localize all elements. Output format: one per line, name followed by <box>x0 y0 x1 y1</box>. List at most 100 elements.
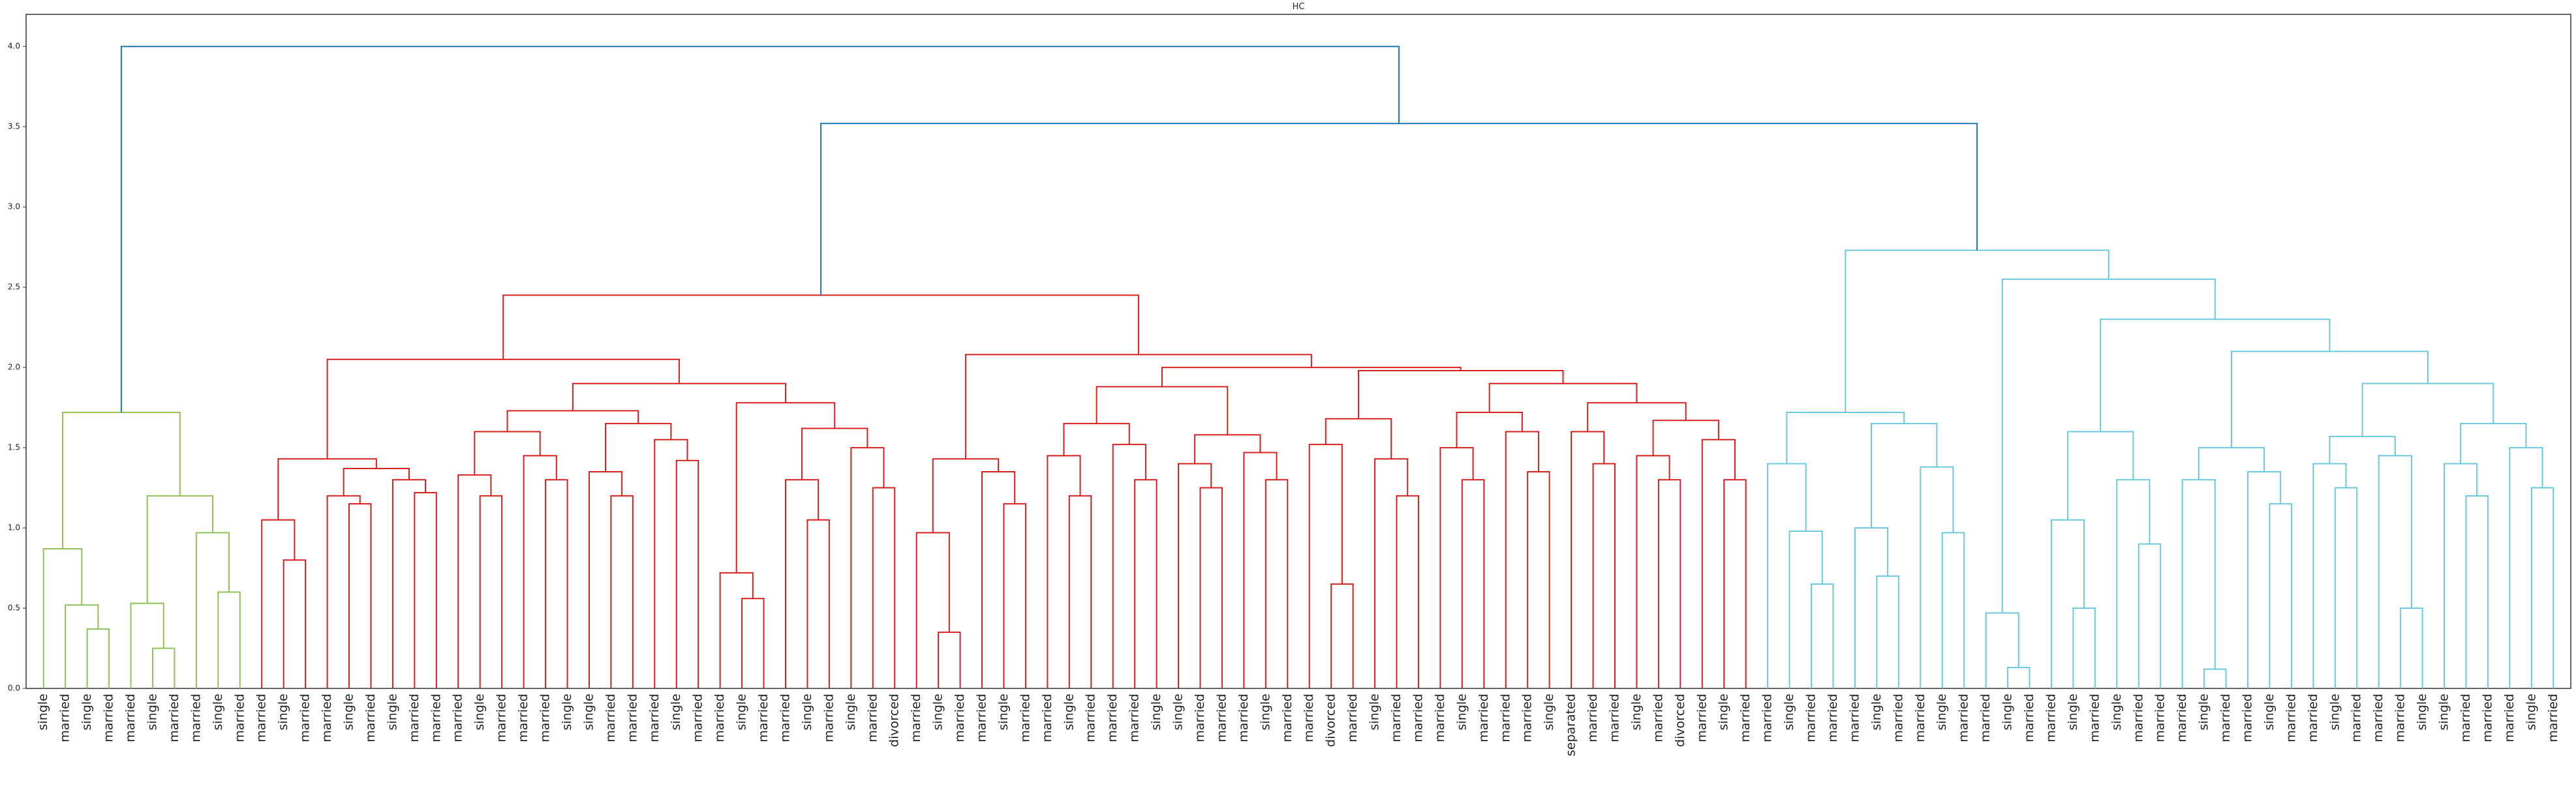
link <box>2444 463 2478 688</box>
leaf-label: single <box>1171 694 1186 730</box>
leaf-label: married <box>604 694 618 742</box>
leaf-label: married <box>2350 694 2364 742</box>
leaf-label: married <box>1105 694 1120 742</box>
link <box>1265 479 1289 688</box>
link <box>65 604 99 688</box>
link <box>1811 583 1834 688</box>
leaf-label: single <box>581 694 596 730</box>
leaf-label: single <box>2437 694 2451 730</box>
leaf-label: married <box>1826 694 1840 742</box>
leaf-label: married <box>189 694 203 742</box>
link <box>2007 667 2031 688</box>
leaf-label: married <box>1891 694 1905 742</box>
link <box>1047 455 1081 688</box>
link <box>2203 668 2227 688</box>
leaf-label: married <box>1040 694 1054 742</box>
link <box>1657 479 1681 688</box>
leaf-label: married <box>1957 694 1971 742</box>
link <box>130 602 164 688</box>
link <box>801 427 868 480</box>
leaf-label: married <box>2241 694 2255 742</box>
link <box>610 495 634 688</box>
link <box>1920 466 1954 688</box>
link <box>1068 495 1092 688</box>
link <box>741 598 765 688</box>
y-tick-label: 2.0 <box>8 363 20 372</box>
link <box>1112 444 1146 688</box>
link <box>1786 411 1905 464</box>
link <box>806 519 830 688</box>
link <box>217 591 241 688</box>
link <box>414 491 437 688</box>
leaf-label: divorced <box>1673 694 1687 747</box>
link <box>326 358 680 459</box>
link <box>195 532 230 688</box>
link <box>2138 543 2162 688</box>
leaf-label: married <box>363 694 378 742</box>
leaf-label: married <box>2393 694 2408 742</box>
leaf-label: married <box>2087 694 2102 742</box>
leaf-label: married <box>1477 694 1491 742</box>
link <box>915 532 950 688</box>
link <box>2465 495 2489 688</box>
link <box>1845 249 2109 412</box>
leaf-label: single <box>931 694 945 730</box>
link <box>1396 495 1419 688</box>
link <box>1652 420 1719 456</box>
y-tick-label: 4.0 <box>8 42 20 51</box>
link <box>457 474 492 688</box>
leaf-label: married <box>713 694 727 742</box>
leaf-label: married <box>953 694 967 742</box>
link <box>261 519 296 688</box>
link <box>1488 382 1638 412</box>
link <box>42 548 83 688</box>
link <box>343 468 410 496</box>
link <box>964 354 1312 459</box>
leaf-label: married <box>2306 694 2320 742</box>
leaf-label: single <box>2327 694 2342 730</box>
y-tick-label: 0.0 <box>8 684 20 693</box>
leaf-label: married <box>1236 694 1251 742</box>
leaf-label: single <box>844 694 858 730</box>
link <box>938 631 961 688</box>
leaf-label: single <box>800 694 814 730</box>
link <box>479 495 503 688</box>
leaf-label: married <box>1389 694 1403 742</box>
leaf-label: married <box>298 694 313 742</box>
link <box>2312 463 2347 688</box>
leaf-label: married <box>1651 694 1665 742</box>
leaf-label: married <box>102 694 116 742</box>
link <box>2181 479 2216 688</box>
leaf-label: married <box>1520 694 1535 742</box>
link <box>545 479 568 688</box>
link <box>1527 470 1550 688</box>
leaf-label: married <box>778 694 792 742</box>
link <box>1063 423 1130 456</box>
leaf-label: married <box>2284 694 2298 742</box>
chart-title: HC <box>1293 2 1305 12</box>
link <box>2100 318 2331 432</box>
leaf-label: single <box>211 694 225 730</box>
link <box>523 455 557 688</box>
leaf-label: married <box>1433 694 1447 742</box>
link <box>2072 608 2096 688</box>
link <box>1439 447 1474 688</box>
link <box>1096 386 1229 435</box>
link <box>1876 575 1899 688</box>
link <box>2334 487 2358 688</box>
leaf-label: married <box>1978 694 1993 742</box>
leaf-label: married <box>756 694 771 742</box>
link <box>1871 423 1938 529</box>
leaf-label: single <box>2262 694 2277 730</box>
link <box>572 382 786 411</box>
leaf-label: married <box>1847 694 1862 742</box>
link <box>2509 447 2543 688</box>
link <box>2050 519 2085 688</box>
y-tick-label: 1.5 <box>8 443 20 452</box>
link <box>1571 431 1605 688</box>
leaf-label: married <box>2546 694 2560 742</box>
leaf-label: married <box>2022 694 2036 742</box>
leaf-label: married <box>865 694 880 742</box>
leaf-label: single <box>2415 694 2429 730</box>
leaf-label: single <box>2197 694 2211 730</box>
